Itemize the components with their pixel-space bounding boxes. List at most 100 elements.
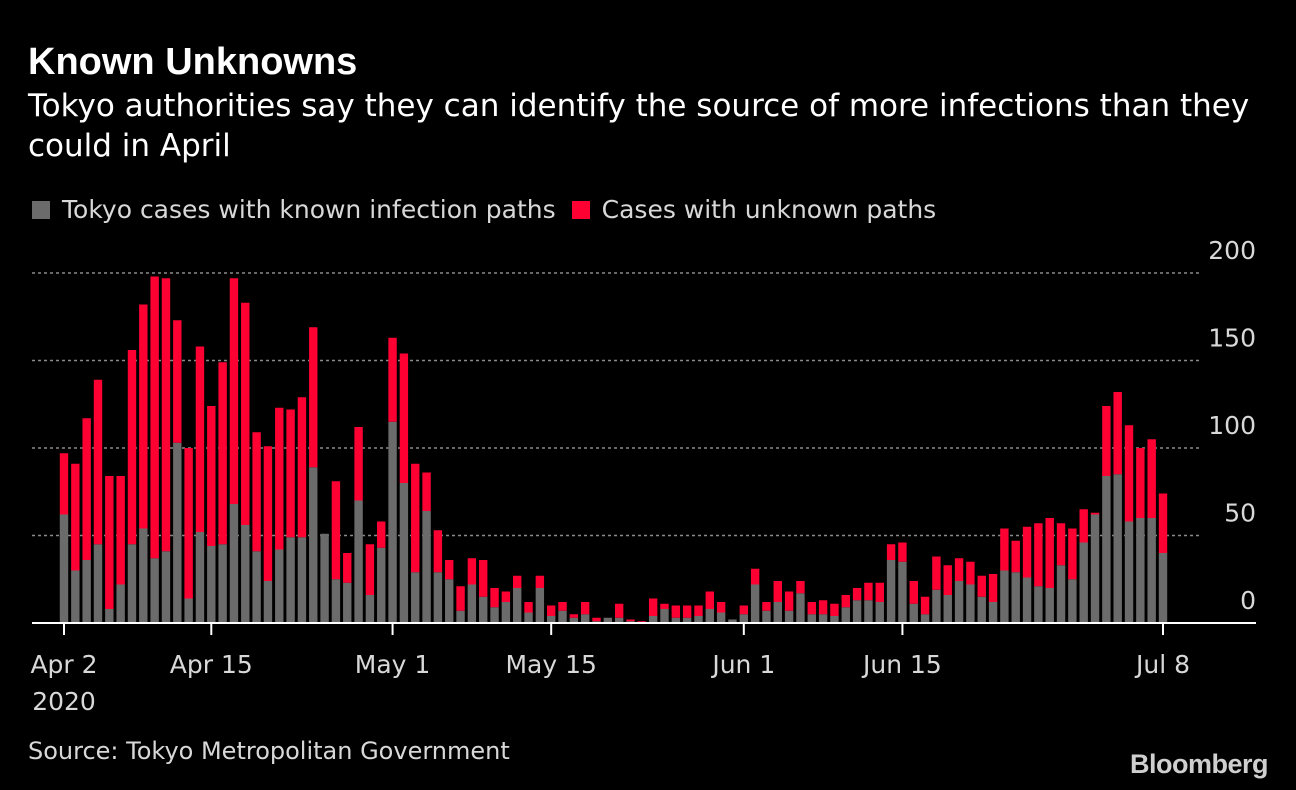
bar-unknown: [1147, 439, 1156, 518]
bar-unknown: [830, 603, 839, 616]
x-tick-label: Jun 1: [710, 650, 775, 679]
bar-known: [898, 561, 907, 623]
bar-unknown: [750, 568, 760, 585]
bar-unknown: [286, 409, 295, 538]
chart-title: Known Unknowns: [28, 41, 358, 83]
bar-unknown: [127, 350, 137, 545]
bar-known: [195, 532, 205, 623]
bar-unknown: [1011, 540, 1020, 573]
bar-unknown: [150, 276, 159, 559]
bar-unknown: [796, 581, 805, 594]
y-tick-label: 200: [1208, 236, 1256, 265]
bar-known: [1045, 588, 1054, 623]
bar-known: [1124, 521, 1134, 623]
bar-unknown: [1079, 509, 1088, 543]
bar-known: [1022, 577, 1032, 623]
bar-unknown: [105, 476, 114, 609]
bar-known: [920, 614, 930, 623]
bar-known: [513, 588, 522, 623]
bar-unknown: [184, 448, 193, 599]
bar-unknown: [1124, 425, 1134, 522]
bar-known: [252, 551, 261, 623]
bar-known: [207, 546, 216, 623]
bar-known: [456, 610, 465, 623]
bar-unknown: [535, 575, 545, 588]
bar-unknown: [1000, 528, 1009, 571]
bar-unknown: [377, 521, 386, 548]
bar-known: [490, 607, 499, 623]
bar-known: [354, 500, 363, 623]
bar-known: [218, 544, 227, 623]
x-tick-sublabel: 2020: [32, 687, 96, 716]
source-note: Source: Tokyo Metropolitan Government: [28, 737, 510, 765]
bar-known: [263, 581, 273, 623]
bar-unknown: [331, 481, 341, 580]
bar-known: [750, 584, 760, 623]
bar-known: [1147, 518, 1156, 623]
bar-unknown: [648, 598, 658, 616]
bar-unknown: [411, 463, 420, 573]
bar-unknown: [671, 605, 681, 618]
bar-known: [467, 584, 477, 623]
bar-known: [377, 547, 386, 623]
bar-known: [1011, 572, 1020, 623]
bar-unknown: [399, 353, 409, 483]
bar-known: [161, 551, 171, 623]
bar-unknown: [71, 463, 80, 571]
bar-unknown: [1045, 518, 1054, 588]
bar-unknown: [614, 603, 624, 618]
bar-known: [682, 617, 692, 623]
bar-known: [535, 588, 545, 623]
bar-unknown: [433, 530, 443, 573]
legend-label-known: Tokyo cases with known infection paths: [62, 195, 556, 224]
bar-known: [105, 609, 114, 623]
bar-unknown: [59, 453, 69, 515]
bar-known: [150, 558, 159, 623]
x-tick-label: May 15: [505, 650, 596, 679]
bar-known: [127, 544, 137, 623]
bar-unknown: [875, 582, 884, 602]
bar-unknown: [297, 397, 307, 538]
x-tick-label: Apr 2: [30, 650, 97, 679]
bar-unknown: [773, 581, 782, 602]
bar-unknown: [139, 304, 148, 529]
bar-known: [399, 483, 409, 623]
bar-known: [229, 504, 239, 623]
bar-known: [932, 589, 941, 623]
bar-known: [479, 596, 488, 623]
legend-label-unknown: Cases with unknown paths: [601, 195, 937, 224]
bar-unknown: [501, 591, 511, 602]
bloomberg-logo: Bloomberg: [1129, 749, 1269, 779]
bar-known: [694, 616, 703, 623]
x-tick-labels: Apr 2 2020 Apr 15 May 1 May 15 Jun 1 Jun 15 Jul…: [30, 650, 1190, 716]
bar-known: [1079, 542, 1088, 623]
bar-known: [275, 549, 284, 623]
bar-known: [864, 600, 873, 623]
bar-known: [309, 467, 318, 623]
bar-known: [558, 610, 567, 623]
bar-unknown: [694, 605, 703, 616]
stacked-bar-chart: 0 50 100 150 200 Apr 2 2020 Apr 15 May 1 May 15 J…: [30, 236, 1256, 716]
y-tick-label: 100: [1208, 411, 1256, 440]
bar-unknown: [82, 418, 91, 560]
bar-known: [988, 602, 998, 623]
bars: [59, 276, 1168, 623]
bar-known: [1158, 553, 1168, 623]
bar-known: [173, 442, 182, 623]
bar-unknown: [218, 362, 227, 545]
chart-subtitle: Tokyo authorities say they can identify …: [28, 88, 1250, 164]
bar-unknown: [456, 586, 465, 611]
bar-known: [365, 595, 375, 623]
bar-unknown: [739, 605, 748, 615]
bar-unknown: [592, 617, 601, 622]
bar-known: [648, 616, 658, 623]
bar-known: [886, 560, 896, 623]
bar-known: [59, 514, 69, 623]
bar-unknown: [1158, 493, 1168, 553]
bar-unknown: [898, 542, 907, 562]
bar-known: [388, 421, 397, 623]
bar-known: [524, 612, 533, 623]
bar-unknown: [932, 556, 941, 590]
bar-known: [331, 579, 341, 623]
bar-unknown: [1113, 392, 1122, 475]
